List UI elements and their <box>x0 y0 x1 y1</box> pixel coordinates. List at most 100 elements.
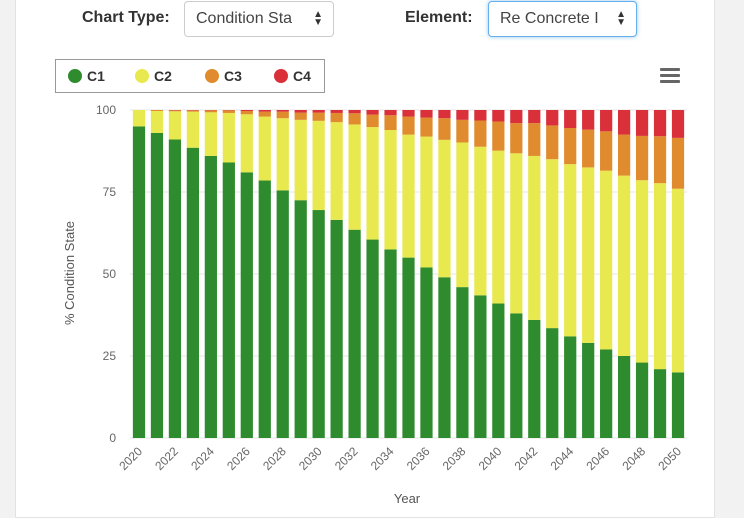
bar-segment-c3-2035[interactable] <box>402 117 414 135</box>
bar-segment-c3-2032[interactable] <box>348 113 360 124</box>
bar-segment-c2-2037[interactable] <box>438 140 450 277</box>
bar-segment-c2-2024[interactable] <box>205 112 217 156</box>
bar-segment-c1-2044[interactable] <box>564 336 576 438</box>
bar-segment-c3-2029[interactable] <box>295 113 307 120</box>
bar-segment-c1-2027[interactable] <box>259 181 271 438</box>
legend-marker-c1[interactable] <box>68 69 82 83</box>
bar-segment-c1-2038[interactable] <box>456 287 468 438</box>
bar-segment-c3-2030[interactable] <box>313 113 325 121</box>
bar-segment-c2-2048[interactable] <box>636 180 648 362</box>
bar-segment-c4-2032[interactable] <box>348 110 360 113</box>
bar-segment-c1-2041[interactable] <box>510 313 522 438</box>
bar-segment-c1-2050[interactable] <box>672 372 684 438</box>
bar-segment-c2-2034[interactable] <box>384 130 396 249</box>
bar-segment-c4-2042[interactable] <box>528 110 540 123</box>
bar-segment-c1-2036[interactable] <box>420 267 432 438</box>
bar-segment-c1-2028[interactable] <box>277 190 289 438</box>
bar-segment-c1-2049[interactable] <box>654 369 666 438</box>
bar-segment-c2-2047[interactable] <box>618 176 630 356</box>
bar-segment-c4-2030[interactable] <box>313 110 325 113</box>
bar-segment-c3-2027[interactable] <box>259 112 271 117</box>
bar-segment-c3-2037[interactable] <box>438 118 450 140</box>
bar-segment-c3-2044[interactable] <box>564 128 576 164</box>
bar-segment-c3-2050[interactable] <box>672 138 684 189</box>
bar-segment-c1-2048[interactable] <box>636 363 648 438</box>
bar-segment-c3-2034[interactable] <box>384 115 396 130</box>
bar-segment-c4-2037[interactable] <box>438 110 450 118</box>
legend-label-c2[interactable]: C2 <box>154 68 172 84</box>
bar-segment-c4-2046[interactable] <box>600 110 612 131</box>
bar-segment-c1-2031[interactable] <box>331 220 343 438</box>
legend-label-c1[interactable]: C1 <box>87 68 105 84</box>
bar-segment-c4-2039[interactable] <box>474 110 486 120</box>
legend-marker-c3[interactable] <box>205 69 219 83</box>
legend-label-c4[interactable]: C4 <box>293 68 311 84</box>
bar-segment-c2-2036[interactable] <box>420 137 432 268</box>
bar-segment-c3-2039[interactable] <box>474 120 486 146</box>
bar-segment-c1-2034[interactable] <box>384 249 396 438</box>
bar-segment-c1-2042[interactable] <box>528 320 540 438</box>
bar-segment-c1-2026[interactable] <box>241 172 253 438</box>
bar-segment-c1-2045[interactable] <box>582 343 594 438</box>
bar-segment-c1-2039[interactable] <box>474 295 486 438</box>
bar-segment-c2-2039[interactable] <box>474 147 486 296</box>
bar-segment-c3-2028[interactable] <box>277 112 289 119</box>
bar-segment-c1-2033[interactable] <box>366 240 378 438</box>
bar-segment-c2-2030[interactable] <box>313 121 325 210</box>
bar-segment-c2-2043[interactable] <box>546 159 558 328</box>
bar-segment-c4-2036[interactable] <box>420 110 432 118</box>
bar-segment-c3-2024[interactable] <box>205 110 217 112</box>
bar-segment-c1-2029[interactable] <box>295 200 307 438</box>
bar-segment-c1-2021[interactable] <box>151 133 163 438</box>
bar-segment-c3-2033[interactable] <box>366 115 378 127</box>
bar-segment-c3-2025[interactable] <box>223 110 235 113</box>
bar-segment-c2-2049[interactable] <box>654 183 666 369</box>
bar-segment-c3-2026[interactable] <box>241 111 253 114</box>
bar-segment-c2-2041[interactable] <box>510 153 522 313</box>
bar-segment-c4-2050[interactable] <box>672 110 684 138</box>
bar-segment-c3-2048[interactable] <box>636 136 648 180</box>
bar-segment-c4-2049[interactable] <box>654 110 666 136</box>
bar-segment-c2-2032[interactable] <box>348 124 360 229</box>
bar-segment-c3-2021[interactable] <box>151 110 163 111</box>
bar-segment-c3-2049[interactable] <box>654 136 666 183</box>
bar-segment-c1-2037[interactable] <box>438 277 450 438</box>
bar-segment-c2-2021[interactable] <box>151 111 163 133</box>
bar-segment-c3-2045[interactable] <box>582 130 594 168</box>
bar-segment-c1-2046[interactable] <box>600 349 612 438</box>
bar-segment-c3-2047[interactable] <box>618 135 630 176</box>
bar-segment-c2-2023[interactable] <box>187 112 199 148</box>
bar-segment-c1-2043[interactable] <box>546 328 558 438</box>
bar-segment-c2-2045[interactable] <box>582 167 594 342</box>
bar-segment-c3-2040[interactable] <box>492 121 504 150</box>
bar-segment-c4-2044[interactable] <box>564 110 576 128</box>
bar-segment-c2-2020[interactable] <box>133 110 145 126</box>
legend-label-c3[interactable]: C3 <box>224 68 242 84</box>
bar-segment-c4-2028[interactable] <box>277 110 289 112</box>
bar-segment-c2-2029[interactable] <box>295 120 307 200</box>
bar-segment-c2-2050[interactable] <box>672 189 684 373</box>
bar-segment-c1-2030[interactable] <box>313 210 325 438</box>
bar-segment-c4-2038[interactable] <box>456 110 468 120</box>
bar-segment-c4-2047[interactable] <box>618 110 630 135</box>
bar-segment-c3-2041[interactable] <box>510 123 522 153</box>
bar-segment-c1-2020[interactable] <box>133 126 145 438</box>
bar-segment-c2-2025[interactable] <box>223 113 235 163</box>
bar-segment-c3-2023[interactable] <box>187 110 199 111</box>
bar-segment-c2-2022[interactable] <box>169 111 181 139</box>
bar-segment-c4-2033[interactable] <box>366 110 378 115</box>
legend-marker-c2[interactable] <box>135 69 149 83</box>
bar-segment-c4-2027[interactable] <box>259 110 271 112</box>
bar-segment-c2-2035[interactable] <box>402 135 414 258</box>
bar-segment-c4-2026[interactable] <box>241 110 253 111</box>
bar-segment-c2-2046[interactable] <box>600 171 612 350</box>
bar-segment-c2-2028[interactable] <box>277 118 289 190</box>
bar-segment-c4-2029[interactable] <box>295 110 307 113</box>
bar-segment-c4-2031[interactable] <box>331 110 343 113</box>
bar-segment-c1-2023[interactable] <box>187 148 199 438</box>
bar-segment-c4-2041[interactable] <box>510 110 522 123</box>
bar-segment-c1-2035[interactable] <box>402 258 414 438</box>
bar-segment-c4-2040[interactable] <box>492 110 504 121</box>
bar-segment-c3-2043[interactable] <box>546 125 558 159</box>
bar-segment-c3-2046[interactable] <box>600 131 612 170</box>
